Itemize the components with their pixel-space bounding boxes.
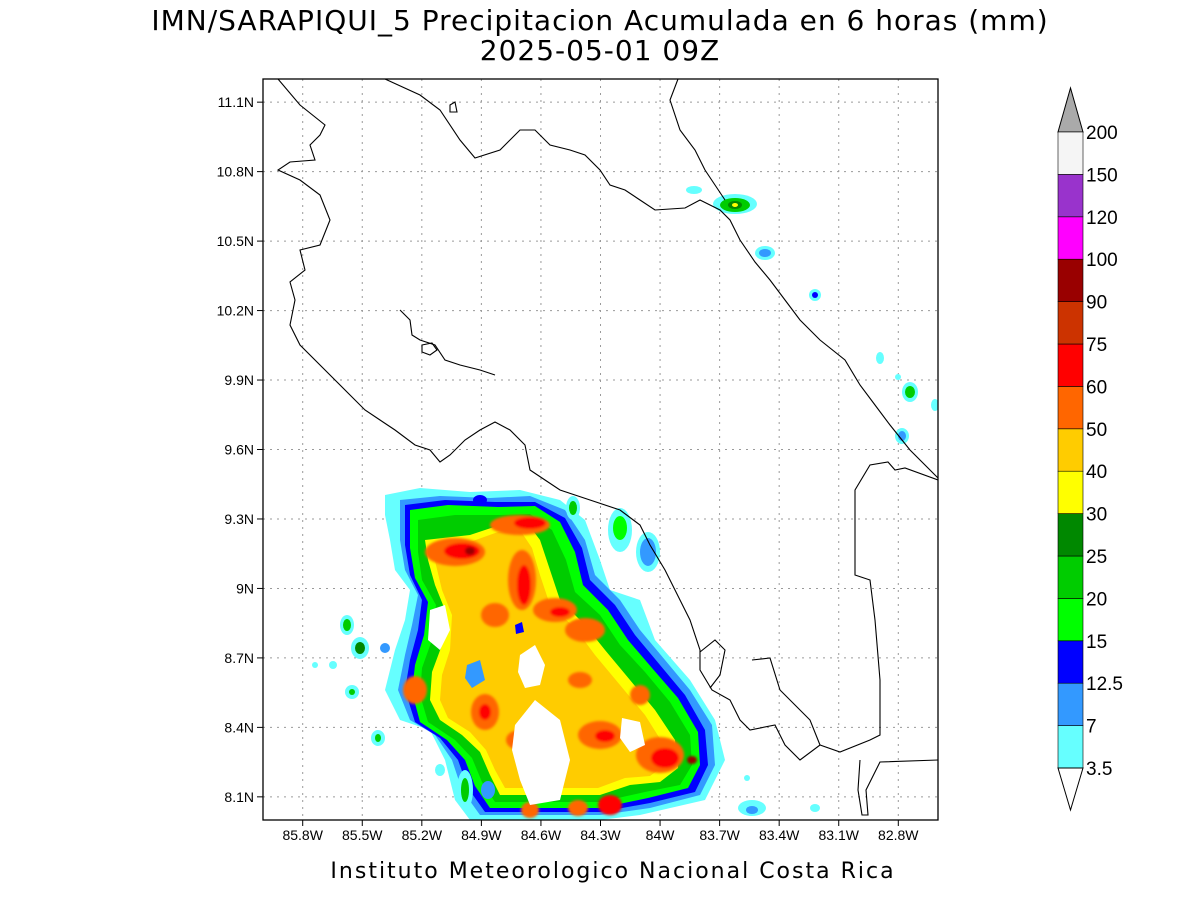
longitude-labels: 85.8W 85.5W 85.2W 84.9W 84.6W 84.3W 84W 83.7W 83… [282, 820, 919, 843]
lat-tick-label: 9N [236, 580, 254, 596]
footer-credit: Instituto Meteorologico Nacional Costa R… [330, 859, 895, 884]
colorbar-over-arrow [1057, 86, 1084, 133]
colorbar-label: 15 [1086, 632, 1107, 653]
colorbar-swatch [1057, 470, 1084, 514]
colorbar-swatch [1057, 343, 1084, 387]
colorbar-under-arrow [1057, 767, 1084, 812]
title-line-2: 2025-05-01 09Z [480, 34, 720, 67]
colorbar-label: 12.5 [1086, 674, 1123, 695]
colorbar-label: 50 [1086, 420, 1107, 441]
lon-tick-label: 84.6W [521, 827, 562, 843]
colorbar-label: 90 [1086, 293, 1107, 314]
lon-tick-label: 85.2W [402, 827, 443, 843]
coastlines [276, 79, 938, 816]
colorbar-label: 25 [1086, 547, 1107, 568]
lon-tick-label: 84.3W [580, 827, 621, 843]
colorbar-swatch [1057, 682, 1084, 726]
rain-scattered-cells [312, 495, 820, 816]
colorbar-swatch [1057, 428, 1084, 472]
colorbar-swatch [1057, 555, 1084, 599]
colorbar-label: 150 [1086, 165, 1118, 186]
colorbar-label: 3.5 [1086, 759, 1112, 780]
colorbar-label: 60 [1086, 377, 1107, 398]
lat-tick-label: 10.5N [217, 233, 254, 249]
lat-tick-label: 8.4N [224, 719, 254, 735]
lat-tick-label: 8.7N [224, 650, 254, 666]
lat-tick-label: 11.1N [218, 94, 254, 110]
colorbar-label: 200 [1086, 123, 1118, 144]
lat-tick-label: 9.3N [224, 511, 254, 527]
colorbar-swatch [1057, 258, 1084, 302]
lon-tick-label: 84.9W [461, 827, 502, 843]
latitude-labels: 11.1N 10.8N 10.5N 10.2N 9.9N 9.6N 9.3N 9N 8.7N 8.… [217, 94, 263, 805]
colorbar-label: 20 [1086, 589, 1107, 610]
lon-tick-label: 84W [646, 827, 676, 843]
colorbar-swatch [1057, 386, 1084, 430]
colorbar-swatch [1057, 216, 1084, 260]
lat-tick-label: 9.6N [224, 442, 254, 458]
lon-tick-label: 83.4W [759, 827, 800, 843]
colorbar-swatch [1057, 598, 1084, 642]
colorbar-swatch [1057, 725, 1084, 769]
colorbar: 3.5 7 12.5 15 20 25 30 40 50 60 75 90 100 120 150 200 [1057, 86, 1123, 812]
colorbar-swatches [1057, 131, 1084, 769]
colorbar-label: 7 [1086, 717, 1097, 738]
lon-tick-label: 82.8W [878, 827, 919, 843]
map-plot-area: 85.8W 85.5W 85.2W 84.9W 84.6W 84.3W 84W 83.7W 83… [217, 78, 939, 843]
colorbar-labels: 3.5 7 12.5 15 20 25 30 40 50 60 75 90 100 120 150 200 [1086, 123, 1123, 780]
colorbar-label: 120 [1086, 208, 1118, 229]
colorbar-swatch [1057, 513, 1084, 557]
lat-tick-label: 8.1N [224, 789, 254, 805]
colorbar-label: 30 [1086, 505, 1107, 526]
lon-tick-label: 85.5W [342, 827, 383, 843]
colorbar-swatch [1057, 301, 1084, 345]
lat-tick-label: 9.9N [224, 372, 254, 388]
colorbar-label: 75 [1086, 335, 1107, 356]
colorbar-swatch [1057, 174, 1084, 218]
colorbar-swatch [1057, 131, 1084, 175]
colorbar-swatch [1057, 640, 1084, 684]
lat-tick-label: 10.2N [217, 303, 254, 319]
lon-tick-label: 85.8W [282, 827, 323, 843]
title-line-1: IMN/SARAPIQUI_5 Precipitacion Acumulada … [151, 4, 1048, 37]
colorbar-label: 100 [1086, 250, 1118, 271]
precipitation-field [276, 79, 938, 820]
lon-tick-label: 83.1W [819, 827, 860, 843]
rain-gaps [428, 605, 645, 805]
rain-cells-caribbean [686, 186, 938, 444]
lon-tick-label: 83.7W [699, 827, 740, 843]
colorbar-label: 40 [1086, 462, 1107, 483]
lat-tick-label: 10.8N [217, 164, 254, 180]
